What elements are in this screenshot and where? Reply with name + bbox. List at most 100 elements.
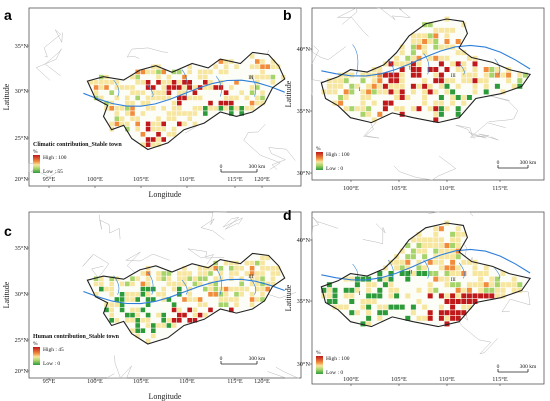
grid-cell [119,307,125,313]
grid-cell [466,287,472,293]
grid-cell [444,271,450,276]
tributary [147,272,154,295]
grid-cell [332,100,338,106]
grid-cell [405,271,411,276]
grid-cell [109,286,114,292]
legend-color-ramp [316,356,323,374]
grid-cell [156,69,161,75]
map-panel-a: III 95°E 100°E 105°E 110°E 115°E 120°E 35°N 30°N… [2,7,302,199]
grid-cell [394,106,400,112]
grid-cell [427,22,433,28]
grid-cell [422,304,428,310]
grid-cell [260,297,265,302]
map-panel-b: IIIIII100°E105°E110°E115°E40°N35°N30°NLo… [283,7,545,192]
legend-color-ramp [33,347,40,365]
grid-cell [394,304,400,310]
grid-cell [466,78,472,84]
grid-cell [371,100,377,106]
grid-cell [171,281,177,287]
grid-cell [177,281,182,287]
scale-bar: 0 300 km [497,160,537,169]
y-tick-label: 35°N [15,245,29,252]
grid-cell [218,85,224,90]
grid-cell [187,297,192,302]
grid-cell [145,95,151,101]
grid-cell [410,33,416,39]
grid-cell [171,80,177,85]
grid-cell [255,95,260,101]
grid-cell [433,111,439,117]
grid-cell [171,132,177,137]
grid-cell [450,89,456,95]
grid-cell [450,271,456,276]
x-tick-label: 115°E [492,376,508,383]
grid-cell [366,304,372,310]
grid-cell [511,282,517,288]
grid-cell [494,282,500,288]
grid-cell [349,276,355,282]
grid-cell [438,276,444,282]
x-tick-label: 110°E [179,378,195,385]
panel-letter: b [283,7,292,23]
grid-cell [229,286,234,292]
grid-cell [472,78,478,84]
grid-cell [388,78,394,84]
grid-cell [433,248,439,254]
grid-cell [354,106,360,112]
grid-cell [444,248,450,254]
grid-cell [223,90,229,95]
grid-cell [177,80,182,85]
grid-cell [461,310,467,316]
grid-cell [135,126,140,132]
grid-cell [140,292,146,297]
grid-cell [135,95,140,101]
y-tick-label: 40°N [297,237,311,244]
grid-cell [405,259,411,265]
grid-cell [260,255,265,261]
grid-cell [349,89,355,95]
grid-cell [366,315,372,321]
grid-cell [151,126,156,132]
grid-cell [483,287,489,293]
grid-cell [455,95,461,100]
grid-cell [135,318,140,323]
grid-cell [125,121,130,127]
grid-cell [145,281,151,287]
grid-cell [182,95,187,101]
grid-cell [438,293,444,299]
x-tick-label: 110°E [179,176,195,183]
grid-cell [377,271,383,276]
grid-cell [444,39,450,44]
grid-cell [239,276,244,281]
grid-cell [349,83,355,89]
grid-cell [99,281,104,287]
grid-cell [166,132,172,137]
river-network [83,69,285,107]
grid-cell [177,69,182,75]
grid-cell [145,276,151,281]
grid-cell [366,299,372,304]
grid-cell [109,302,114,307]
grid-cell [366,106,372,112]
grid-cell [208,292,213,297]
grid-cell [125,111,130,116]
grid-cell [444,299,450,304]
y-tick-label: 35°N [297,108,311,115]
grid-cell [394,95,400,100]
grid-cell [450,254,456,260]
grid-cell [360,299,366,304]
grid-cell [506,72,512,78]
grid-cell [416,265,422,271]
grid-cell [270,271,276,276]
grid-cell [109,90,114,95]
grid-cell [455,310,461,316]
grid-cell [171,126,177,132]
grid-cell [135,297,140,302]
grid-cell [371,89,377,95]
grid-cell [450,27,456,33]
x-tick-label: 105°E [391,185,407,192]
grid-cell [255,64,260,69]
grid-cell [500,293,506,299]
grid-cell [229,111,234,116]
grid-cell [260,95,265,101]
